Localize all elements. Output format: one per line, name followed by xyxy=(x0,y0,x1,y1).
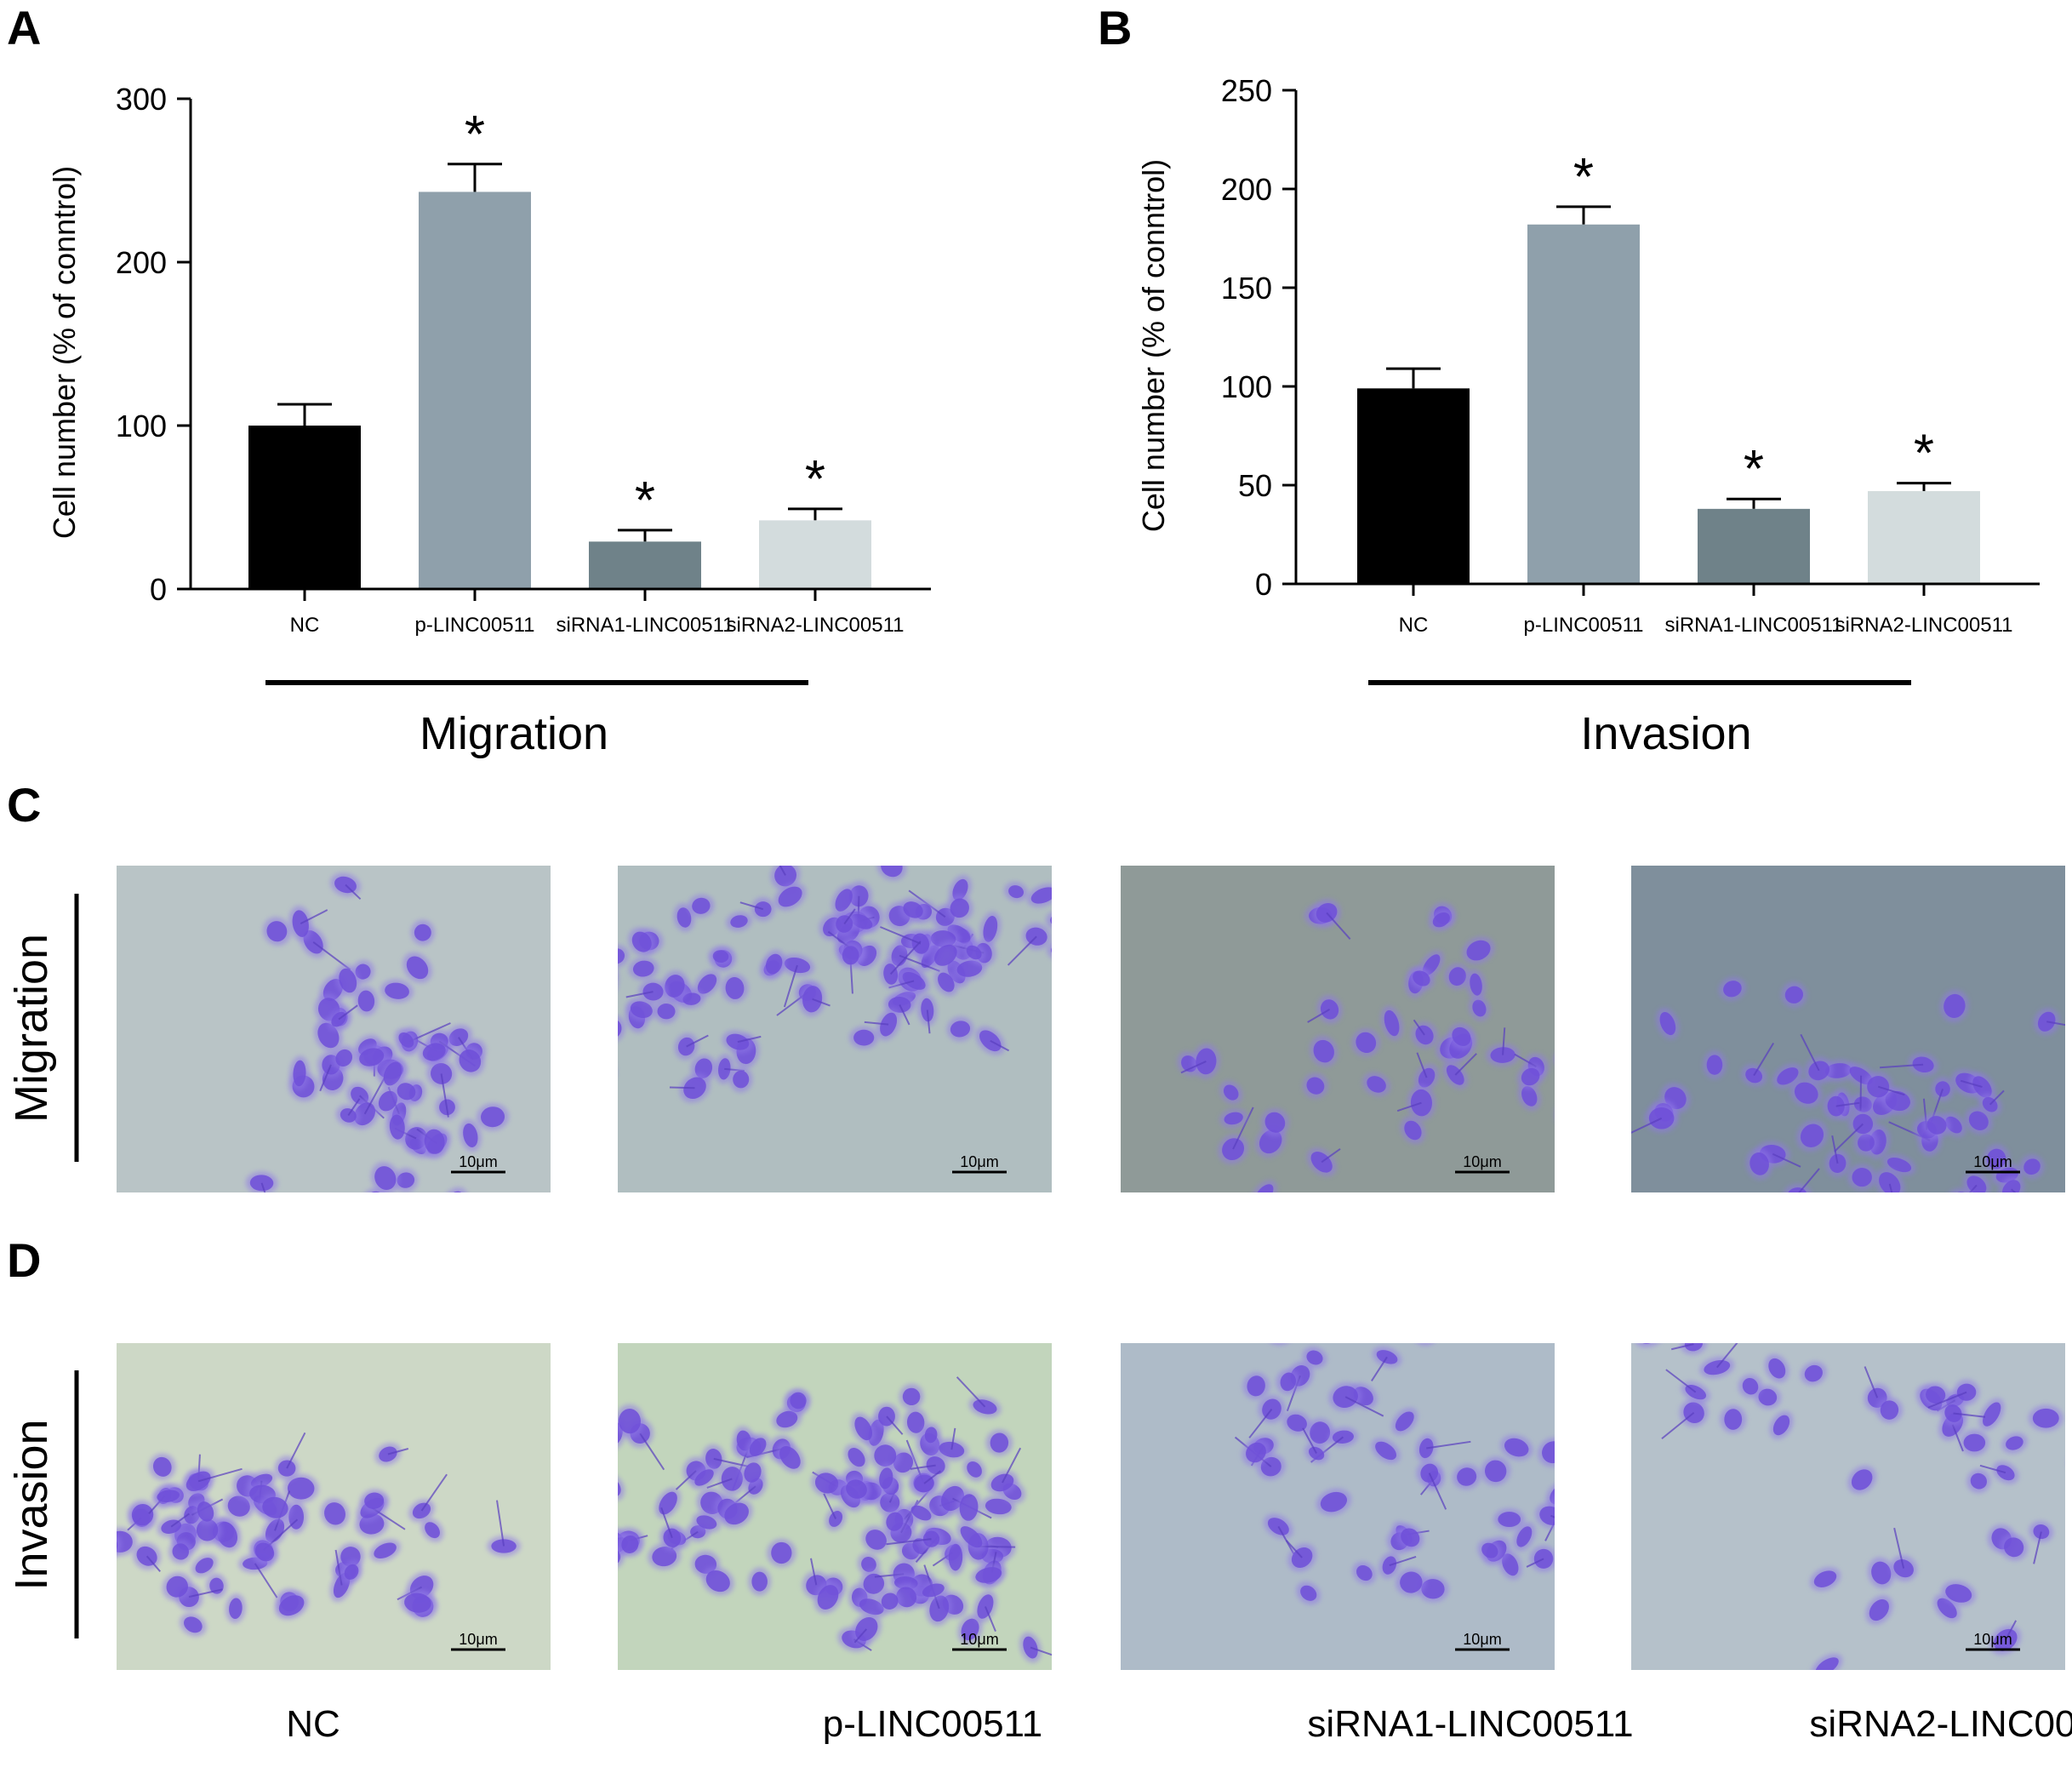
panel-label-a: A xyxy=(7,1,41,54)
invasion-bar-chart: * * * 0 50 100 150 200 250 NC p-LINC00511 siRNA1-… xyxy=(1136,73,2040,759)
group-label-a: Migration xyxy=(420,708,608,759)
invasion-micrograph-nc-cells xyxy=(117,1432,521,1637)
bar-a-p-linc00511 xyxy=(419,192,531,589)
bars-a: * * * xyxy=(248,106,871,589)
migration-micrograph-sirna1-linc00511-scale-label: 10μm xyxy=(1463,1153,1501,1170)
bar-b-sirna1-linc00511 xyxy=(1698,508,1810,584)
migration-micrograph-sirna1-linc00511-cells xyxy=(1177,899,1555,1192)
bar-b-p-linc00511 xyxy=(1527,224,1640,584)
y-tick-label-a-100: 100 xyxy=(116,409,167,443)
invasion-row-label: Invasion xyxy=(6,1419,57,1590)
invasion-micrograph-p-linc00511-scale-label: 10μm xyxy=(960,1631,998,1648)
migration-micrograph-nc-cells xyxy=(245,872,510,1192)
migration-micrograph-nc-scale-label: 10μm xyxy=(459,1153,497,1170)
invasion-micrograph-nc: 10μm xyxy=(117,1343,551,1670)
y-axis-label-a: Cell number (% of conntrol) xyxy=(47,166,82,539)
significance-b-p-linc00511: * xyxy=(1573,148,1594,207)
y-tick-label-a-0: 0 xyxy=(150,572,167,607)
migration-micrograph-sirna1-linc00511: 10μm xyxy=(1121,866,1555,1192)
bar-a-sirna2-linc00511 xyxy=(759,520,871,589)
migration-micrograph-sirna2-linc00511-cells xyxy=(1631,977,2065,1192)
invasion-micrograph-sirna1-linc00511-scale-label: 10μm xyxy=(1463,1631,1501,1648)
significance-a-sirna1-linc00511: * xyxy=(635,472,655,530)
invasion-micrograph-p-linc00511: 10μm xyxy=(618,1343,1052,1670)
invasion-micrograph-nc-scale-label: 10μm xyxy=(459,1631,497,1648)
y-axis-label-b: Cell number (% of conntrol) xyxy=(1136,159,1171,532)
category-labels-a: NC p-LINC00511 siRNA1-LINC00511siRNA2-LINC… xyxy=(290,614,905,637)
bar-a-nc xyxy=(248,426,361,589)
invasion-micrograph-sirna2-linc00511: 10μm xyxy=(1631,1343,2065,1670)
category-label-b-sirna1-linc00511: siRNA1-LINC00511 xyxy=(1665,614,1843,637)
axes-b: 0 50 100 150 200 250 xyxy=(1221,73,2040,602)
panel-label-b: B xyxy=(1098,1,1132,54)
migration-micrograph-sirna2-linc00511-scale-label: 10μm xyxy=(1973,1153,2012,1170)
y-tick-label-a-200: 200 xyxy=(116,245,167,280)
category-label-b-p-linc00511: p-LINC00511 xyxy=(1524,614,1644,637)
significance-a-p-linc00511: * xyxy=(465,106,485,164)
category-labels-b: NC p-LINC00511 siRNA1-LINC00511siRNA2-LINC… xyxy=(1399,614,2013,637)
migration-micrograph-p-linc00511-cells xyxy=(618,866,1052,1103)
invasion-micrograph-sirna1-linc00511: 10μm xyxy=(1121,1343,1555,1670)
micrograph-grid: 10μm 10μm 10μm 10μm 10μm 10μm 10μm 10μm xyxy=(117,866,2065,1670)
y-tick-label-b-50: 50 xyxy=(1238,468,1272,503)
bar-b-sirna2-linc00511 xyxy=(1868,490,1980,584)
invasion-micrograph-sirna2-linc00511-scale-label: 10μm xyxy=(1973,1631,2012,1648)
bar-b-nc xyxy=(1357,388,1470,584)
significance-a-sirna2-linc00511: * xyxy=(805,450,825,509)
migration-row-label: Migration xyxy=(6,934,57,1123)
category-label-b-nc: NC xyxy=(1399,614,1429,637)
migration-bar-chart: * * * 0 100 200 300 NC p-LINC00511 siRNA1-LINC0… xyxy=(47,82,931,759)
y-tick-label-b-100: 100 xyxy=(1221,369,1272,404)
migration-micrograph-sirna2-linc00511-background xyxy=(1631,866,2065,1192)
y-tick-label-b-250: 250 xyxy=(1221,73,1272,108)
category-label-b-sirna2-linc00511: siRNA2-LINC00511 xyxy=(1835,614,2013,637)
migration-micrograph-sirna2-linc00511: 10μm xyxy=(1631,866,2065,1192)
invasion-micrograph-p-linc00511-cells xyxy=(618,1376,1052,1663)
y-tick-label-a-300: 300 xyxy=(116,82,167,117)
panel-label-c: C xyxy=(7,778,41,832)
invasion-micrograph-sirna1-linc00511-cells xyxy=(1234,1343,1555,1605)
y-tick-label-b-150: 150 xyxy=(1221,271,1272,306)
column-label-nc: NC xyxy=(286,1703,340,1745)
bars-b: * * * xyxy=(1357,148,1980,584)
migration-micrograph-p-linc00511: 10μm xyxy=(618,866,1052,1192)
significance-b-sirna1-linc00511: * xyxy=(1744,440,1764,499)
y-tick-label-b-200: 200 xyxy=(1221,172,1272,207)
bar-a-sirna1-linc00511 xyxy=(589,541,701,589)
category-label-a-nc: NC xyxy=(290,614,320,637)
category-label-a-p-linc00511: p-LINC00511 xyxy=(415,614,535,637)
category-label-a-sirna1-linc00511: siRNA1-LINC00511 xyxy=(557,614,734,637)
significance-b-sirna2-linc00511: * xyxy=(1914,425,1934,483)
column-label-sirna1-linc00511: siRNA1-LINC00511 xyxy=(1307,1703,1633,1745)
invasion-micrograph-sirna2-linc00511-cells xyxy=(1634,1343,2063,1670)
y-tick-label-b-0: 0 xyxy=(1255,567,1272,602)
column-label-p-linc00511: p-LINC00511 xyxy=(823,1703,1042,1745)
migration-micrograph-nc: 10μm xyxy=(117,866,551,1192)
axes-a: 0 100 200 300 xyxy=(116,82,931,607)
migration-micrograph-p-linc00511-scale-label: 10μm xyxy=(960,1153,998,1170)
panel-label-d: D xyxy=(7,1233,41,1287)
category-label-a-sirna2-linc00511: siRNA2-LINC00511 xyxy=(727,614,905,637)
group-label-b: Invasion xyxy=(1580,708,1751,759)
column-label-sirna2-linc00511: siRNA2-LINC00511 xyxy=(1809,1703,2072,1745)
